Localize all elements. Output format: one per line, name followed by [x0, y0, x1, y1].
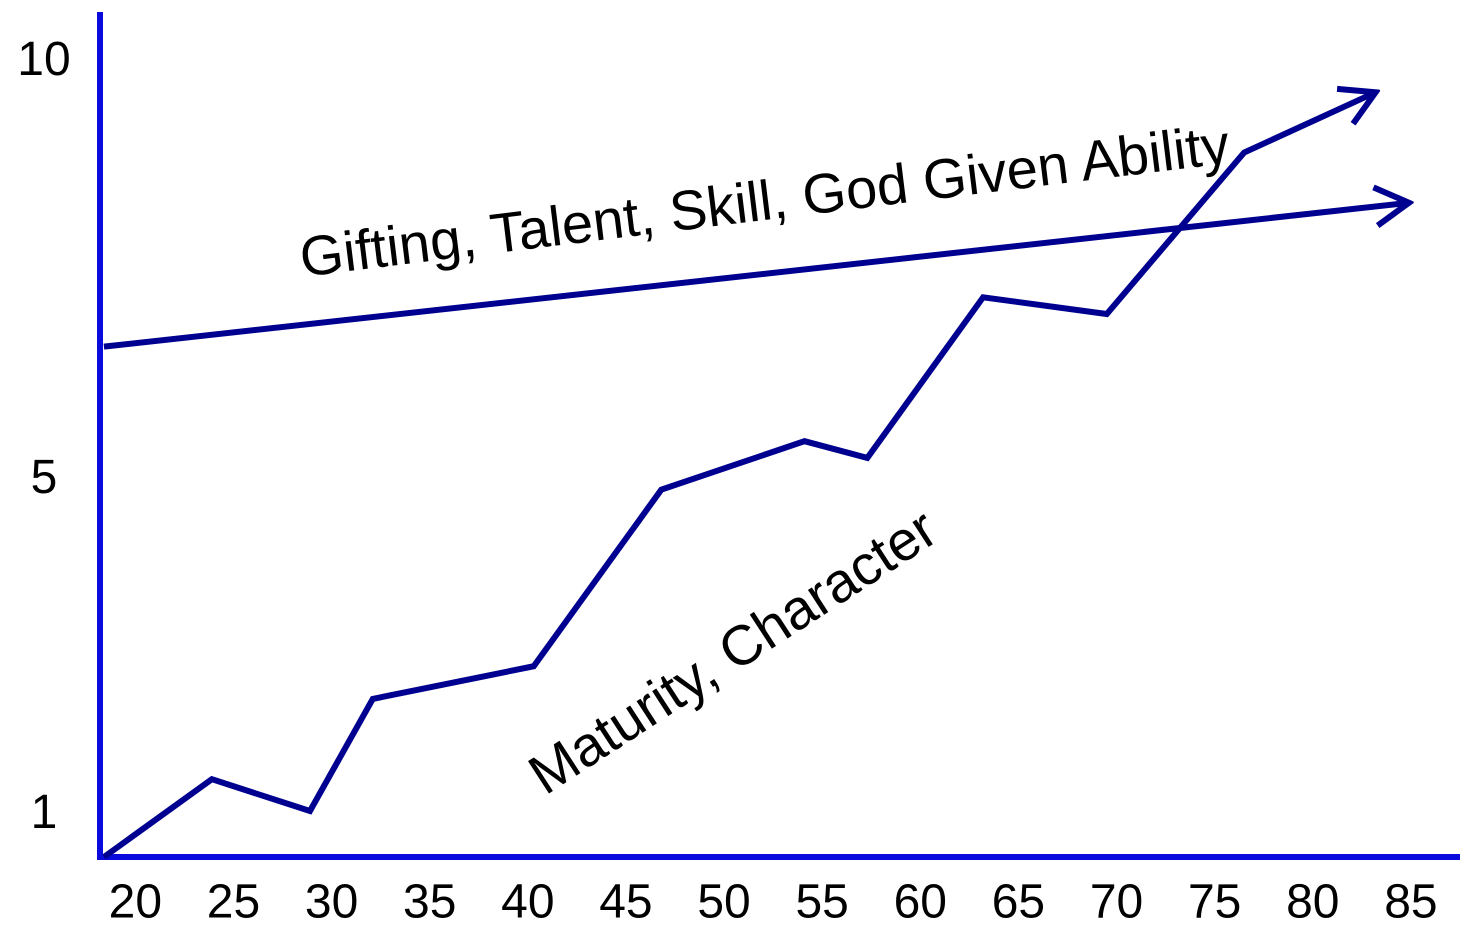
x-tick-label: 40 — [501, 876, 554, 929]
x-tick-label: 65 — [992, 876, 1045, 929]
x-tick-label: 80 — [1286, 876, 1339, 929]
line — [103, 203, 1409, 350]
x-tick-label: 20 — [109, 876, 162, 929]
series-label: Gifting, Talent, Skill, God Given Abilit… — [296, 112, 1233, 289]
y-tick-label: 10 — [17, 33, 70, 86]
x-tick-label: 70 — [1090, 876, 1143, 929]
y-tick-label: 1 — [31, 786, 58, 839]
x-tick-label: 55 — [795, 876, 848, 929]
x-tick-label: 25 — [207, 876, 260, 929]
x-tick-label: 30 — [305, 876, 358, 929]
x-tick-label: 60 — [894, 876, 947, 929]
x-tick-label: 85 — [1384, 876, 1437, 929]
x-tick-label: 35 — [403, 876, 456, 929]
line — [102, 92, 1376, 860]
series-label: Maturity, Character — [517, 496, 947, 806]
x-tick-label: 45 — [599, 876, 652, 929]
y-tick-label: 5 — [31, 451, 58, 504]
x-tick-label: 75 — [1188, 876, 1241, 929]
x-tick-label: 50 — [697, 876, 750, 929]
